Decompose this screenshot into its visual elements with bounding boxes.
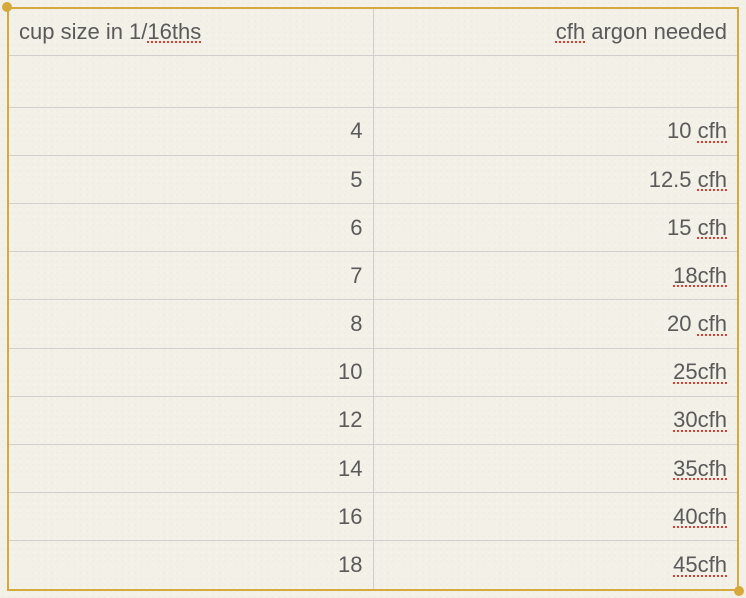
header-cup-size: cup size in 1/16ths — [9, 9, 373, 55]
selection-frame: cup size in 1/16thscfh argon needed410 c… — [7, 7, 739, 591]
table-row: 14 35cfh — [9, 444, 737, 492]
blank-cell — [9, 55, 373, 107]
cell-cup-size: 12 — [9, 396, 373, 444]
spellcheck-underline: cfh — [698, 167, 727, 192]
cell-cup-size: 8 — [9, 300, 373, 348]
cell-cfh-needed: 12.5 cfh — [373, 155, 737, 203]
table-row: 512.5 cfh — [9, 155, 737, 203]
table-header-row: cup size in 1/16thscfh argon needed — [9, 9, 737, 55]
cell-cfh-needed: 10 cfh — [373, 107, 737, 155]
cell-cfh-needed: 40cfh — [373, 493, 737, 541]
cell-cup-size: 6 — [9, 204, 373, 252]
spellcheck-underline: cfh — [698, 215, 727, 240]
handle-top-left[interactable] — [2, 2, 12, 12]
table-blank-row — [9, 55, 737, 107]
cell-cfh-needed: 30cfh — [373, 396, 737, 444]
table-row: 12 30cfh — [9, 396, 737, 444]
cell-cfh-needed: 45cfh — [373, 541, 737, 589]
spellcheck-underline: 18cfh — [673, 263, 727, 288]
blank-cell — [373, 55, 737, 107]
cell-cup-size: 5 — [9, 155, 373, 203]
spellcheck-underline: 16ths — [147, 19, 201, 44]
argon-table: cup size in 1/16thscfh argon needed410 c… — [9, 9, 737, 589]
table-row: 10 25cfh — [9, 348, 737, 396]
table-row: 410 cfh — [9, 107, 737, 155]
cell-cup-size: 16 — [9, 493, 373, 541]
table-row: 820 cfh — [9, 300, 737, 348]
spellcheck-underline: 25cfh — [673, 359, 727, 384]
cell-cfh-needed: 15 cfh — [373, 204, 737, 252]
table-row: 18 45cfh — [9, 541, 737, 589]
cell-cfh-needed: 20 cfh — [373, 300, 737, 348]
spellcheck-underline: 40cfh — [673, 504, 727, 529]
cell-cup-size: 14 — [9, 444, 373, 492]
cell-cup-size: 7 — [9, 252, 373, 300]
spellcheck-underline: 45cfh — [673, 552, 727, 577]
spellcheck-underline: cfh — [556, 19, 585, 44]
cell-cup-size: 4 — [9, 107, 373, 155]
spellcheck-underline: cfh — [698, 118, 727, 143]
cell-cfh-needed: 18cfh — [373, 252, 737, 300]
spellcheck-underline: 30cfh — [673, 407, 727, 432]
spellcheck-underline: 35cfh — [673, 456, 727, 481]
table-row: 16 40cfh — [9, 493, 737, 541]
cell-cup-size: 10 — [9, 348, 373, 396]
cell-cfh-needed: 25cfh — [373, 348, 737, 396]
header-cfh-needed: cfh argon needed — [373, 9, 737, 55]
spellcheck-underline: cfh — [698, 311, 727, 336]
table-row: 7 18cfh — [9, 252, 737, 300]
handle-bottom-right[interactable] — [734, 586, 744, 596]
cell-cfh-needed: 35cfh — [373, 444, 737, 492]
cell-cup-size: 18 — [9, 541, 373, 589]
table-row: 615 cfh — [9, 204, 737, 252]
